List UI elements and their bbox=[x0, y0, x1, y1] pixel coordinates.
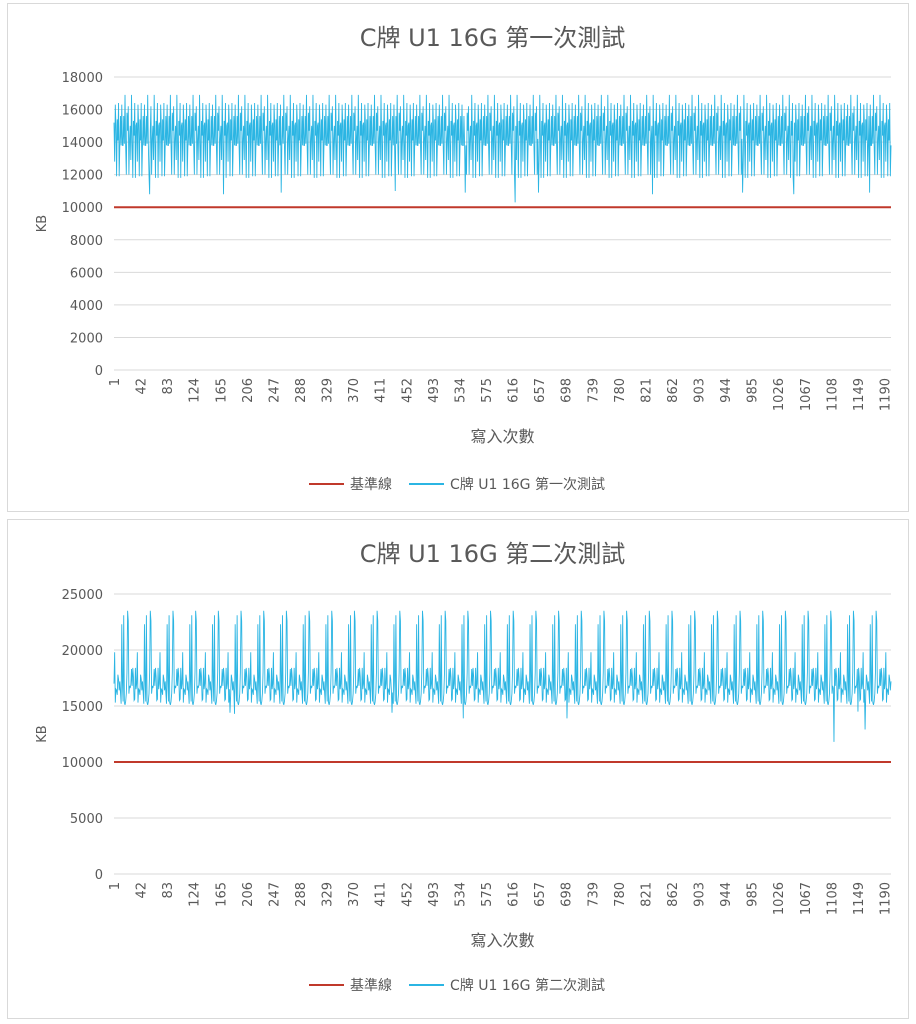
series-line-measurement bbox=[113, 610, 892, 742]
y-tick-label: 6000 bbox=[70, 266, 103, 281]
x-tick-label: 1108 bbox=[825, 882, 840, 915]
y-tick-label: 18000 bbox=[62, 71, 103, 86]
y-tick-label: 25000 bbox=[62, 588, 103, 603]
x-tick-label: 985 bbox=[746, 378, 761, 403]
y-tick-label: 10000 bbox=[62, 201, 103, 216]
legend-label-measurement: C牌 U1 16G 第一次測試 bbox=[450, 476, 605, 493]
x-tick-label: 903 bbox=[693, 882, 708, 907]
chart-first-test-svg: C牌 U1 16G 第一次測試0200040006000800010000120… bbox=[35, 24, 894, 493]
y-tick-label: 0 bbox=[95, 364, 103, 379]
chart-panel-first-test: C牌 U1 16G 第一次測試 0 2000 4000 6000 8000 10000 120… bbox=[7, 3, 909, 512]
x-tick-label: 821 bbox=[639, 882, 654, 907]
x-tick-label: 288 bbox=[294, 882, 309, 907]
x-tick-label: 698 bbox=[560, 378, 575, 403]
y-tick-label: 12000 bbox=[62, 169, 103, 184]
x-tick-label: 780 bbox=[613, 378, 628, 403]
y-tick-label: 2000 bbox=[70, 331, 103, 346]
y-tick-label: 15000 bbox=[62, 700, 103, 715]
x-tick-label: 698 bbox=[560, 882, 575, 907]
x-tick-label: 1 bbox=[108, 378, 123, 386]
x-tick-label: 165 bbox=[214, 882, 229, 907]
legend-label-baseline: 基準線 bbox=[350, 977, 392, 994]
chart-second-test-svg: C牌 U1 16G 第二次測試 0 5000 10000 15000 20000 25000… bbox=[35, 540, 894, 994]
x-tick-label: 288 bbox=[294, 378, 309, 403]
x-tick-label: 739 bbox=[586, 882, 601, 907]
x-tick-label: 452 bbox=[400, 882, 415, 907]
x-tick-label: 370 bbox=[347, 378, 362, 403]
x-tick-label: 1190 bbox=[879, 378, 894, 411]
x-tick-label: 903 bbox=[693, 378, 708, 403]
y-tick-label: 0 bbox=[95, 868, 103, 883]
x-tick-label: 616 bbox=[507, 882, 522, 907]
x-tick-label: 124 bbox=[188, 882, 203, 907]
x-tick-label: 534 bbox=[453, 882, 468, 907]
x-tick-label: 575 bbox=[480, 378, 495, 403]
x-tick-label: 534 bbox=[453, 378, 468, 403]
x-tick-label: 452 bbox=[400, 378, 415, 403]
x-tick-label: 411 bbox=[374, 882, 389, 907]
x-tick-label: 329 bbox=[321, 378, 336, 403]
y-axis-label: KB bbox=[35, 215, 50, 232]
x-tick-label: 985 bbox=[746, 882, 761, 907]
y-tick-label: 5000 bbox=[70, 812, 103, 827]
x-tick-label: 1026 bbox=[772, 882, 787, 915]
x-tick-label: 1108 bbox=[825, 378, 840, 411]
x-tick-label: 862 bbox=[666, 378, 681, 403]
x-tick-label: 1149 bbox=[852, 378, 867, 411]
y-tick-label: 16000 bbox=[62, 104, 103, 119]
y-tick-label: 4000 bbox=[70, 299, 103, 314]
x-tick-label: 206 bbox=[241, 378, 256, 403]
x-tick-label: 370 bbox=[347, 882, 362, 907]
y-tick-label: 20000 bbox=[62, 644, 103, 659]
x-tick-label: 124 bbox=[188, 378, 203, 403]
y-tick-label: 8000 bbox=[70, 234, 103, 249]
series-line-measurement bbox=[113, 94, 892, 203]
x-tick-label: 247 bbox=[267, 882, 282, 907]
x-tick-label: 411 bbox=[374, 378, 389, 403]
x-axis-label: 寫入次數 bbox=[470, 427, 534, 446]
x-tick-label: 821 bbox=[639, 378, 654, 403]
x-tick-label: 657 bbox=[533, 378, 548, 403]
x-tick-label: 657 bbox=[533, 882, 548, 907]
x-tick-label: 944 bbox=[719, 378, 734, 403]
x-tick-label: 1190 bbox=[879, 882, 894, 915]
x-tick-label: 493 bbox=[427, 378, 442, 403]
chart-title: C牌 U1 16G 第二次測試 bbox=[360, 540, 626, 568]
x-tick-label: 42 bbox=[135, 882, 150, 899]
chart-panel-second-test: C牌 U1 16G 第二次測試 0 5000 10000 15000 20000 25000… bbox=[7, 519, 909, 1019]
x-tick-label: 206 bbox=[241, 882, 256, 907]
legend-label-baseline: 基準線 bbox=[350, 476, 392, 493]
x-tick-label: 329 bbox=[321, 882, 336, 907]
x-tick-label: 862 bbox=[666, 882, 681, 907]
x-tick-label: 83 bbox=[161, 378, 176, 395]
y-tick-label: 10000 bbox=[62, 756, 103, 771]
x-tick-label: 616 bbox=[507, 378, 522, 403]
x-axis-label: 寫入次數 bbox=[470, 931, 534, 950]
legend-label-measurement: C牌 U1 16G 第二次測試 bbox=[450, 977, 605, 994]
x-tick-label: 1067 bbox=[799, 882, 814, 915]
x-tick-label: 83 bbox=[161, 882, 176, 899]
x-tick-label: 42 bbox=[135, 378, 150, 395]
y-tick-label: 14000 bbox=[62, 136, 103, 151]
x-tick-label: 780 bbox=[613, 882, 628, 907]
x-tick-label: 575 bbox=[480, 882, 495, 907]
y-axis-label: KB bbox=[35, 725, 50, 742]
x-tick-label: 1149 bbox=[852, 882, 867, 915]
x-tick-label: 1 bbox=[108, 882, 123, 890]
x-tick-label: 493 bbox=[427, 882, 442, 907]
x-tick-label: 739 bbox=[586, 378, 601, 403]
x-tick-label: 247 bbox=[267, 378, 282, 403]
x-tick-label: 944 bbox=[719, 882, 734, 907]
x-tick-label: 165 bbox=[214, 378, 229, 403]
x-tick-label: 1026 bbox=[772, 378, 787, 411]
x-tick-label: 1067 bbox=[799, 378, 814, 411]
chart-title: C牌 U1 16G 第一次測試 bbox=[360, 24, 626, 52]
